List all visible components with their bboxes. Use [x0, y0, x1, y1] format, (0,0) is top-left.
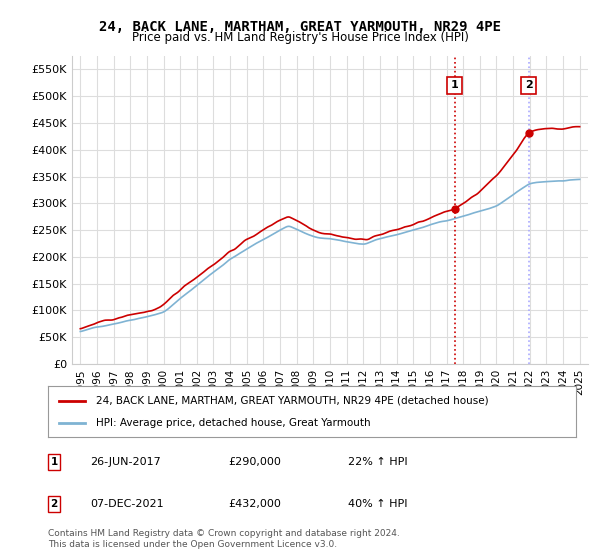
- Text: 1: 1: [50, 457, 58, 467]
- Text: 2: 2: [525, 81, 532, 91]
- Text: 24, BACK LANE, MARTHAM, GREAT YARMOUTH, NR29 4PE: 24, BACK LANE, MARTHAM, GREAT YARMOUTH, …: [99, 20, 501, 34]
- Text: 1: 1: [451, 81, 458, 91]
- Text: Contains HM Land Registry data © Crown copyright and database right 2024.
This d: Contains HM Land Registry data © Crown c…: [48, 529, 400, 549]
- Text: £432,000: £432,000: [228, 499, 281, 509]
- Text: £290,000: £290,000: [228, 457, 281, 467]
- Text: 07-DEC-2021: 07-DEC-2021: [90, 499, 164, 509]
- Text: Price paid vs. HM Land Registry's House Price Index (HPI): Price paid vs. HM Land Registry's House …: [131, 31, 469, 44]
- Text: 26-JUN-2017: 26-JUN-2017: [90, 457, 161, 467]
- Text: 40% ↑ HPI: 40% ↑ HPI: [348, 499, 407, 509]
- Text: 22% ↑ HPI: 22% ↑ HPI: [348, 457, 407, 467]
- Text: HPI: Average price, detached house, Great Yarmouth: HPI: Average price, detached house, Grea…: [95, 418, 370, 428]
- Text: 2: 2: [50, 499, 58, 509]
- Text: 24, BACK LANE, MARTHAM, GREAT YARMOUTH, NR29 4PE (detached house): 24, BACK LANE, MARTHAM, GREAT YARMOUTH, …: [95, 395, 488, 405]
